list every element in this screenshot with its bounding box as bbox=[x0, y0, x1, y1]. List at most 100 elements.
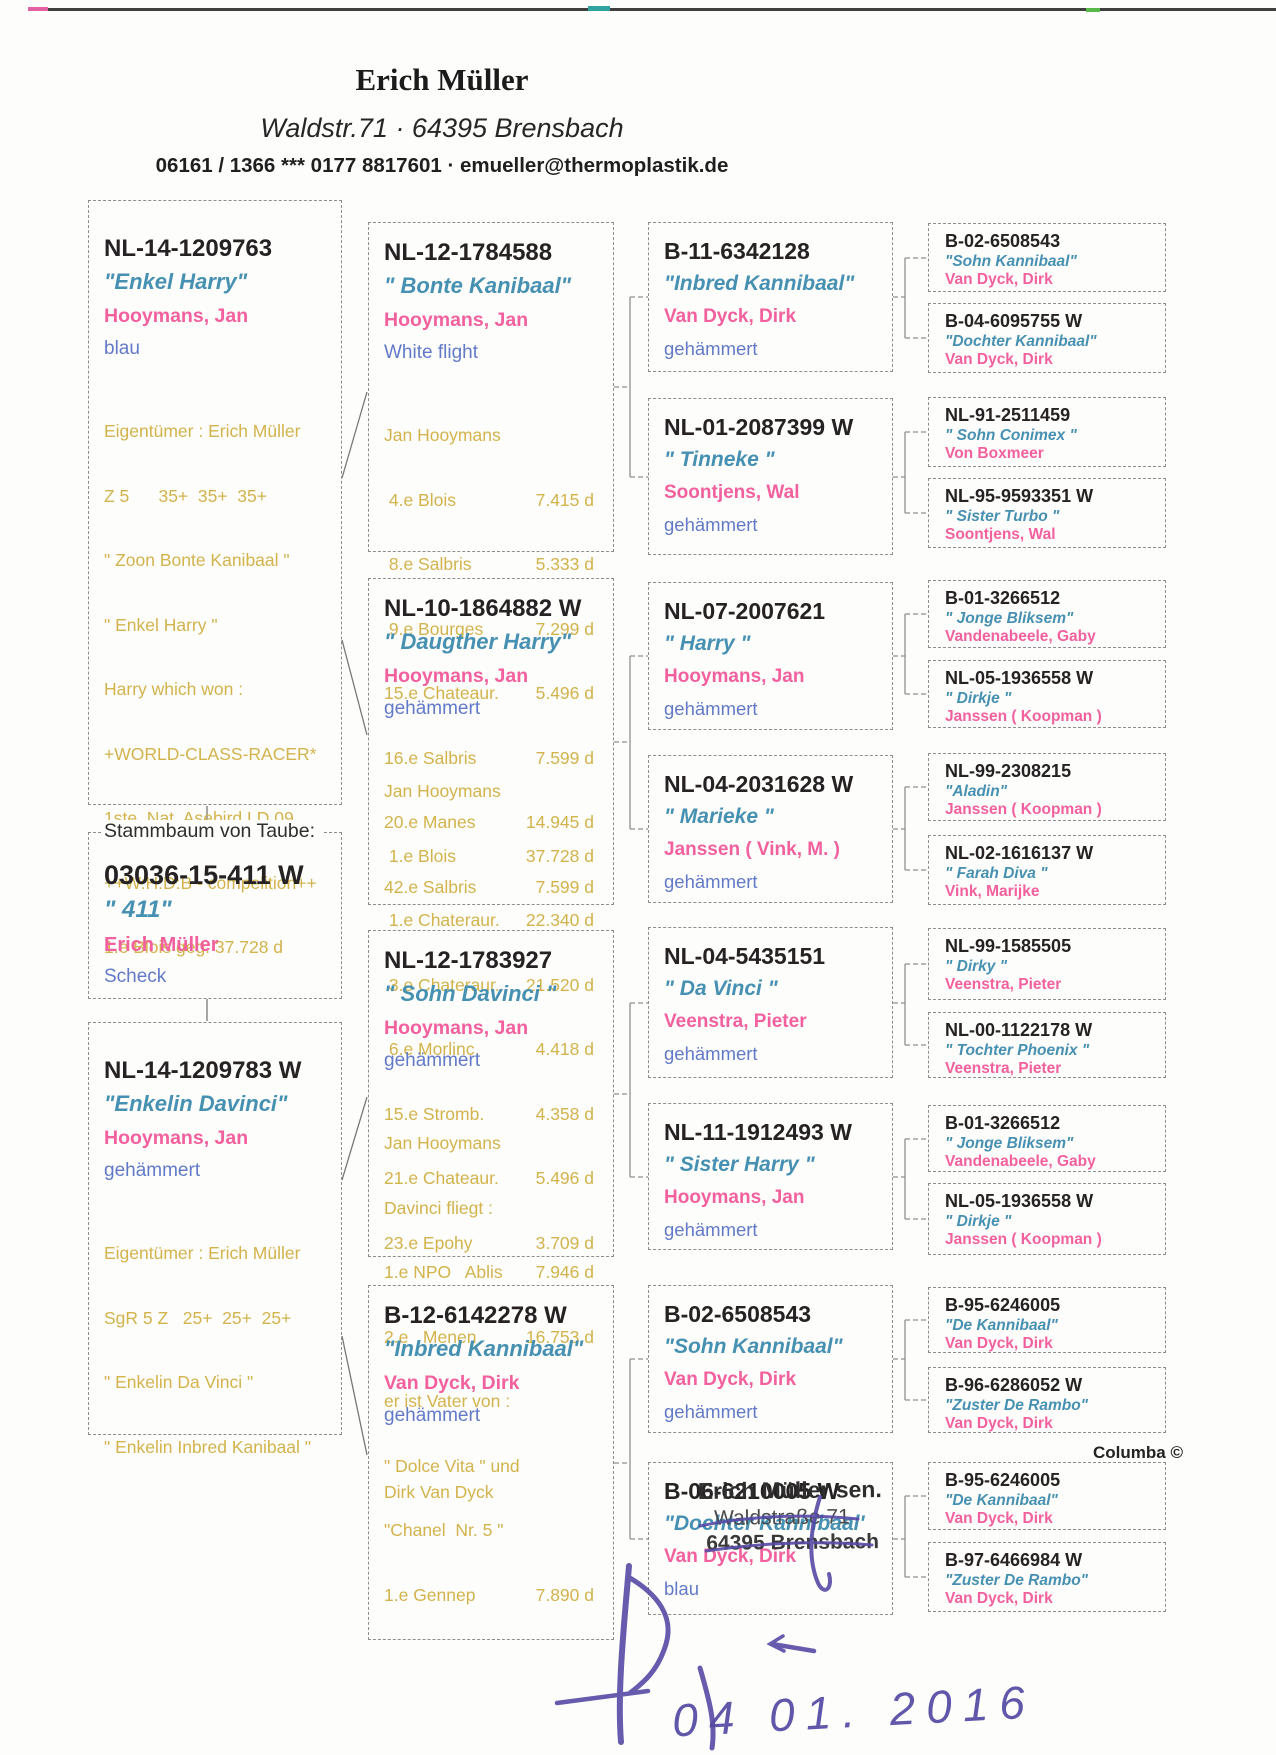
pedigree-box-g2-4: B-12-6142278 W "Inbred Kannibaal" Van Dy… bbox=[368, 1285, 614, 1640]
pigeon-name: " Sister Harry " bbox=[664, 1153, 815, 1176]
pigeon-name: "Enkel Harry" bbox=[104, 269, 248, 294]
address-stamp: Erich Müller sen. Waldstraße 71 64395 Br… bbox=[698, 1476, 883, 1556]
breeder-name: Vandenabeele, Gaby bbox=[945, 1153, 1096, 1170]
pigeon-name: " Dirky " bbox=[945, 958, 1008, 975]
breeder-name: Soontjens, Wal bbox=[945, 526, 1056, 543]
owner-address: Waldstr.71 · 64395 Brensbach bbox=[260, 113, 624, 143]
owner-name: Erich Müller bbox=[355, 62, 529, 97]
ring-number: B-95-6246005 bbox=[945, 1295, 1061, 1315]
results-heading: Dirk Van Dyck bbox=[384, 1482, 494, 1502]
breeder-name: Hooymans, Jan bbox=[104, 1127, 249, 1149]
pedigree-box-g4-7: NL-99-2308215 "Aladin" Janssen ( Koopman… bbox=[928, 753, 1166, 821]
pedigree-box-g4-10: NL-00-1122178 W " Tochter Phoenix " Veen… bbox=[928, 1012, 1166, 1078]
breeder-name: Van Dyck, Dirk bbox=[945, 1415, 1053, 1432]
breeder-name: Erich Müller bbox=[104, 934, 219, 956]
ring-number: NL-14-1209763 bbox=[104, 235, 273, 262]
ring-number: B-97-6466984 W bbox=[945, 1550, 1083, 1570]
pedigree-box-g2-2: NL-10-1864882 W " Daugther Harry" Hooyma… bbox=[368, 578, 614, 1253]
scan-mark-green bbox=[1086, 8, 1100, 12]
breeder-name: Janssen ( Koopman ) bbox=[945, 1231, 1102, 1248]
ring-number: NL-91-2511459 bbox=[945, 405, 1071, 425]
race-results: Jan Hooymans 4.e Blois 7.415 d 8.e Salbri… bbox=[384, 382, 598, 941]
pedigree-box-g4-13: B-95-6246005 "De Kannibaal" Van Dyck, Di… bbox=[928, 1287, 1166, 1353]
pedigree-box-g3-2: NL-01-2087399 W " Tinneke " Soontjens, W… bbox=[648, 398, 893, 555]
pedigree-box-g4-16: B-97-6466984 W "Zuster De Rambo" Van Dyc… bbox=[928, 1542, 1166, 1612]
subject-label: Stammbaum von Taube: bbox=[101, 820, 323, 843]
breeder-name: Van Dyck, Dirk bbox=[945, 1510, 1053, 1527]
breeder-name: Veenstra, Pieter bbox=[664, 1011, 807, 1032]
ring-number: B-04-6095755 W bbox=[945, 311, 1083, 331]
race-results: Dirk Van Dyck bbox=[384, 1439, 598, 1547]
breeder-name: Von Boxmeer bbox=[945, 445, 1044, 462]
breeder-name: Hooymans, Jan bbox=[384, 309, 529, 331]
ring-number: B-02-6508543 bbox=[945, 231, 1061, 251]
ring-number: B-02-6508543 bbox=[664, 1301, 812, 1327]
color-description: gehämmert bbox=[664, 1043, 758, 1064]
ring-number: NL-12-1783927 bbox=[384, 947, 553, 974]
color-description: blau bbox=[104, 338, 140, 359]
pigeon-name: "Inbred Kannibaal" bbox=[664, 272, 855, 295]
pedigree-box-g2-3: NL-12-1783927 " Sohn Davinci " Hooymans,… bbox=[368, 930, 614, 1605]
pedigree-box-mother: NL-14-1209783 W "Enkelin Davinci" Hooyma… bbox=[88, 1022, 342, 1457]
color-description: blau bbox=[664, 1578, 699, 1599]
pedigree-box-g4-4: NL-95-9593351 W " Sister Turbo " Soontje… bbox=[928, 478, 1166, 548]
breeder-name: Hooymans, Jan bbox=[384, 1017, 529, 1039]
results-heading: Jan Hooymans bbox=[384, 781, 501, 801]
ring-number: B-01-3266512 bbox=[945, 588, 1061, 608]
ring-number: NL-12-1784588 bbox=[384, 239, 553, 266]
color-description: White flight bbox=[384, 342, 478, 363]
color-description: gehämmert bbox=[104, 1160, 201, 1181]
stamp-street: Waldstraße 71 bbox=[713, 1505, 850, 1530]
pedigree-box-g2-1: NL-12-1784588 " Bonte Kanibaal" Hooymans… bbox=[368, 222, 614, 897]
pedigree-box-g3-4: NL-04-2031628 W " Marieke " Janssen ( Vi… bbox=[648, 755, 893, 903]
breeder-name: Hooymans, Jan bbox=[384, 665, 529, 687]
color-description: gehämmert bbox=[664, 338, 758, 359]
ring-number: NL-01-2087399 W bbox=[664, 414, 854, 440]
owner-contact: 06161 / 1366 *** 0177 8817601 · emueller… bbox=[155, 154, 729, 177]
breeder-name: Van Dyck, Dirk bbox=[945, 271, 1053, 288]
pigeon-name: " Dirkje " bbox=[945, 1213, 1012, 1230]
color-description: gehämmert bbox=[664, 698, 758, 719]
pigeon-name: "Sohn Kannibaal" bbox=[945, 253, 1077, 270]
pedigree-box-g3-1: B-11-6342128 "Inbred Kannibaal" Van Dyck… bbox=[648, 222, 893, 372]
pigeon-name: " Jonge Bliksem" bbox=[945, 1135, 1074, 1152]
pedigree-box-father: NL-14-1209763 "Enkel Harry" Hooymans, Ja… bbox=[88, 200, 342, 957]
pedigree-box-g3-6: NL-11-1912493 W " Sister Harry " Hooyman… bbox=[648, 1103, 893, 1250]
breeder-name: Van Dyck, Dirk bbox=[945, 1590, 1053, 1607]
color-description: gehämmert bbox=[664, 1219, 758, 1240]
color-description: gehämmert bbox=[664, 514, 758, 535]
pigeon-name: "Dochter Kannibaal" bbox=[945, 333, 1097, 350]
ring-number: NL-99-2308215 bbox=[945, 761, 1072, 781]
pedigree-box-g4-9: NL-99-1585505 " Dirky " Veenstra, Pieter bbox=[928, 928, 1166, 1000]
pedigree-box-g4-6: NL-05-1936558 W " Dirkje " Janssen ( Koo… bbox=[928, 660, 1166, 728]
pigeon-name: " Da Vinci " bbox=[664, 977, 778, 1000]
breeder-name: Janssen ( Koopman ) bbox=[945, 708, 1102, 725]
pigeon-name: " Daugther Harry" bbox=[384, 629, 572, 654]
breeder-name: Veenstra, Pieter bbox=[945, 976, 1062, 993]
ring-number: NL-14-1209783 W bbox=[104, 1057, 302, 1084]
ring-number: NL-04-5435151 bbox=[664, 943, 826, 969]
pedigree-box-g3-7: B-02-6508543 "Sohn Kannibaal" Van Dyck, … bbox=[648, 1285, 893, 1433]
breeder-name: Van Dyck, Dirk bbox=[384, 1372, 520, 1394]
ring-number: NL-02-1616137 W bbox=[945, 843, 1094, 863]
pigeon-name: " Sister Turbo " bbox=[945, 508, 1060, 525]
pedigree-box-g4-11: B-01-3266512 " Jonge Bliksem" Vandenabee… bbox=[928, 1105, 1166, 1172]
results-heading: Jan Hooymans bbox=[384, 1133, 501, 1153]
breeder-name: Van Dyck, Dirk bbox=[664, 1369, 797, 1390]
ring-number: NL-95-9593351 W bbox=[945, 486, 1094, 506]
pigeon-name: " Tochter Phoenix " bbox=[945, 1042, 1090, 1059]
stamp-city: 64395 Brensbach bbox=[706, 1530, 880, 1555]
pigeon-name: " Farah Diva " bbox=[945, 865, 1048, 882]
pedigree-box-g4-8: NL-02-1616137 W " Farah Diva " Vink, Mar… bbox=[928, 835, 1166, 905]
letterhead: Erich Müller Waldstr.71 · 64395 Brensbac… bbox=[0, 62, 884, 178]
pigeon-name: "Zuster De Rambo" bbox=[945, 1397, 1089, 1414]
pigeon-name: " Sohn Davinci " bbox=[384, 981, 557, 1006]
pigeon-name: "Aladin" bbox=[945, 783, 1008, 800]
pigeon-name: "Inbred Kannibaal" bbox=[384, 1336, 584, 1361]
color-description: gehämmert bbox=[384, 1050, 481, 1071]
pedigree-box-g4-12: NL-05-1936558 W " Dirkje " Janssen ( Koo… bbox=[928, 1183, 1166, 1255]
ring-number: B-01-3266512 bbox=[945, 1113, 1061, 1133]
color-description: gehämmert bbox=[664, 1401, 758, 1422]
breeder-name: Janssen ( Koopman ) bbox=[945, 801, 1102, 818]
